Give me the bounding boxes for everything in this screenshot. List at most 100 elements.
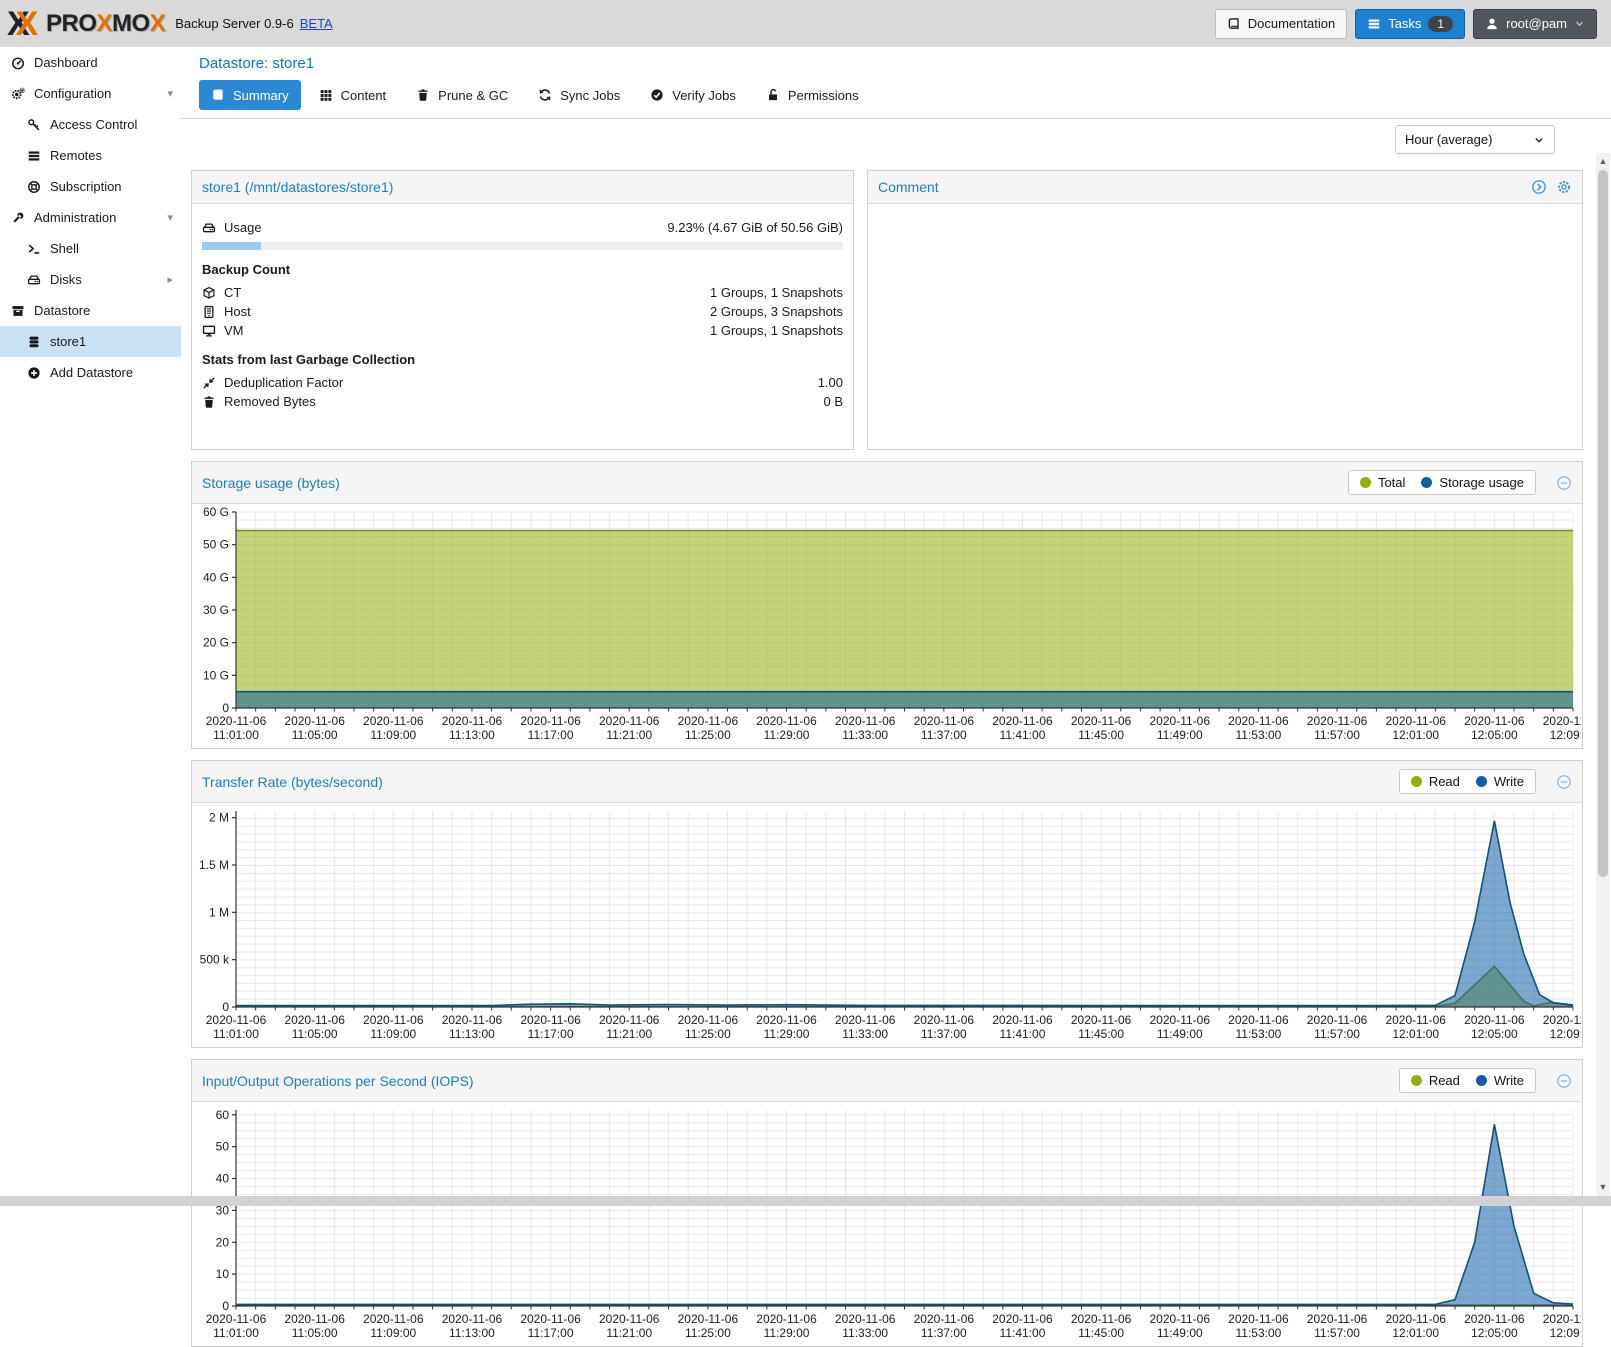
verify-jobs-icon [650,88,664,102]
usage-value: 9.23% (4.67 GiB of 50.56 GiB) [667,220,843,235]
legend-label: Write [1494,774,1524,789]
svg-text:12:01:00: 12:01:00 [1392,728,1439,742]
sidebar-item-remotes[interactable]: Remotes [0,140,181,171]
svg-text:11:45:00: 11:45:00 [1078,728,1124,742]
sidebar-item-disks[interactable]: Disks ▸ [0,264,181,295]
tasks-label: Tasks [1388,16,1421,31]
tab-label: Summary [233,88,289,103]
comment-panel-title: Comment [878,179,939,195]
legend-item-read[interactable]: Read [1411,774,1460,789]
sidebar-item-subscription[interactable]: Subscription [0,171,181,202]
content-icon [319,88,333,102]
expand-caret-icon[interactable]: ▸ [167,273,173,286]
svg-text:11:53:00: 11:53:00 [1235,1027,1281,1041]
stat-value: 1.00 [818,375,843,390]
iops-legend: Read Write [1399,1068,1536,1093]
legend-label: Total [1378,475,1405,490]
documentation-button[interactable]: Documentation [1215,9,1347,39]
sidebar-item-add-datastore[interactable]: Add Datastore [0,357,181,388]
tab-content[interactable]: Content [307,80,399,110]
legend-item-total[interactable]: Total [1360,475,1405,490]
backup-count-heading: Backup Count [202,262,843,277]
hdd-icon [202,221,216,235]
svg-text:11:41:00: 11:41:00 [1000,1027,1046,1041]
legend-dot [1476,776,1487,787]
tab-verify-jobs[interactable]: Verify Jobs [638,80,748,110]
legend-item-read[interactable]: Read [1411,1073,1460,1088]
tab-label: Prune & GC [438,88,508,103]
legend-item-write[interactable]: Write [1476,774,1524,789]
sidebar-item-access-control[interactable]: Access Control [0,109,181,140]
transfer-legend: Read Write [1399,769,1536,794]
expand-chevron-circle-icon[interactable] [1531,179,1547,195]
svg-text:50 G: 50 G [203,538,229,552]
svg-text:12:09:00: 12:09:00 [1550,1326,1581,1340]
sidebar-item-datastore[interactable]: Datastore [0,295,181,326]
remotes-icon [27,149,41,163]
legend-label: Write [1494,1073,1524,1088]
legend-dot [1411,776,1422,787]
sidebar-item-label: Disks [50,272,82,287]
svg-text:0: 0 [222,1299,229,1313]
scroll-up-arrow[interactable]: ▲ [1596,154,1610,168]
svg-text:2020-11-06: 2020-11-06 [1071,714,1132,728]
collapse-caret-icon[interactable]: ▾ [167,87,173,100]
svg-text:11:41:00: 11:41:00 [1000,1326,1046,1340]
sidebar-item-shell[interactable]: Shell [0,233,181,264]
svg-text:2020-11-06: 2020-11-06 [1464,1312,1525,1326]
legend-dot [1360,477,1371,488]
svg-text:11:53:00: 11:53:00 [1235,1326,1281,1340]
legend-item-write[interactable]: Write [1476,1073,1524,1088]
subscription-icon [27,180,41,194]
beta-link[interactable]: BETA [300,16,333,31]
svg-text:2020-11-06: 2020-11-06 [520,1013,581,1027]
svg-text:11:29:00: 11:29:00 [764,1027,810,1041]
tab-sync-jobs[interactable]: Sync Jobs [526,80,632,110]
stat-label: Deduplication Factor [224,375,343,390]
scrollbar-thumb[interactable] [1598,170,1608,877]
sidebar-item-configuration[interactable]: Configuration▾ [0,78,181,109]
tasks-button[interactable]: Tasks 1 [1355,9,1465,39]
svg-text:11:17:00: 11:17:00 [528,1326,574,1340]
legend-label: Storage usage [1439,475,1524,490]
collapse-chart-icon[interactable] [1556,1073,1572,1089]
svg-text:12:01:00: 12:01:00 [1392,1326,1439,1340]
svg-text:2020-11-06: 2020-11-06 [1307,714,1368,728]
scroll-down-arrow[interactable]: ▼ [1596,1180,1610,1194]
tab-permissions[interactable]: Permissions [754,80,871,110]
svg-text:11:37:00: 11:37:00 [921,1027,967,1041]
vertical-scrollbar[interactable]: ▲ ▼ [1596,153,1610,1206]
tab-summary[interactable]: Summary [199,80,301,110]
task-list-icon [1367,17,1381,31]
svg-text:2020-11-06: 2020-11-06 [756,1312,817,1326]
gc-stats-heading: Stats from last Garbage Collection [202,352,843,367]
svg-text:2020-11-06: 2020-11-06 [1228,714,1289,728]
svg-text:11:21:00: 11:21:00 [606,1027,652,1041]
user-menu-button[interactable]: root@pam [1473,9,1597,39]
tasks-count-badge: 1 [1428,16,1453,32]
sidebar-item-store1[interactable]: store1 [0,326,181,357]
legend-item-storage-usage[interactable]: Storage usage [1421,475,1524,490]
svg-text:12:01:00: 12:01:00 [1392,1027,1439,1041]
sidebar-item-administration[interactable]: Administration▾ [0,202,181,233]
svg-text:1.5 M: 1.5 M [199,858,229,872]
svg-text:2020-11-06: 2020-11-06 [442,1013,503,1027]
collapse-chart-icon[interactable] [1556,774,1572,790]
svg-text:10 G: 10 G [203,668,229,682]
tab-label: Permissions [788,88,859,103]
svg-text:2020-11-06: 2020-11-06 [835,714,896,728]
tab-prune-gc[interactable]: Prune & GC [404,80,520,110]
product-subtitle: Backup Server 0.9-6 [175,16,294,31]
collapse-chart-icon[interactable] [1556,475,1572,491]
gear-icon[interactable] [1556,179,1572,195]
sidebar-item-dashboard[interactable]: Dashboard [0,47,181,78]
svg-text:50: 50 [216,1140,230,1154]
svg-text:2020-11-06: 2020-11-06 [284,714,345,728]
collapse-caret-icon[interactable]: ▾ [167,211,173,224]
svg-text:2020-11-06: 2020-11-06 [206,1312,267,1326]
time-range-select[interactable]: Hour (average) [1395,125,1555,154]
svg-text:2020-11-06: 2020-11-06 [599,1013,660,1027]
